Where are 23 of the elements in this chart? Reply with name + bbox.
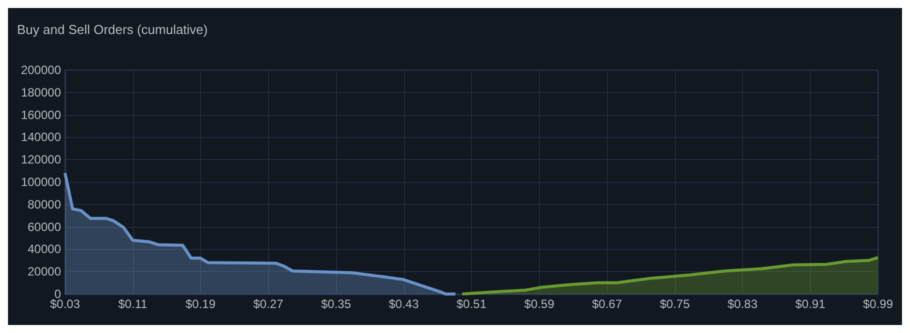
y-tick-label: 100000 <box>20 175 62 189</box>
y-tick-label: 160000 <box>20 108 62 122</box>
y-tick-label: 40000 <box>28 242 62 256</box>
x-tick-label: $0.83 <box>727 297 758 311</box>
x-tick-label: $0.59 <box>524 297 555 311</box>
y-tick-label: 140000 <box>20 130 62 144</box>
y-tick-label: 180000 <box>20 85 62 100</box>
y-tick-label: 80000 <box>28 197 62 212</box>
x-tick-label: $0.91 <box>795 297 826 311</box>
y-tick-label: 60000 <box>28 220 62 234</box>
chart-title: Buy and Sell Orders (cumulative) <box>17 22 208 37</box>
x-tick-label: $0.67 <box>592 297 622 311</box>
x-tick-label: $0.51 <box>456 297 487 311</box>
x-tick-label: $0.43 <box>388 297 420 311</box>
x-tick-label: $0.35 <box>320 297 352 311</box>
x-tick-label: $0.75 <box>660 297 690 311</box>
y-tick-label: 20000 <box>28 264 62 279</box>
y-tick-label: 200000 <box>20 63 62 77</box>
x-tick-label: $0.11 <box>118 297 148 311</box>
x-tick-label: $0.99 <box>862 297 894 311</box>
x-tick-label: $0.19 <box>185 297 216 311</box>
x-tick-label: $0.27 <box>253 297 284 311</box>
y-tick-label: 120000 <box>20 152 62 167</box>
